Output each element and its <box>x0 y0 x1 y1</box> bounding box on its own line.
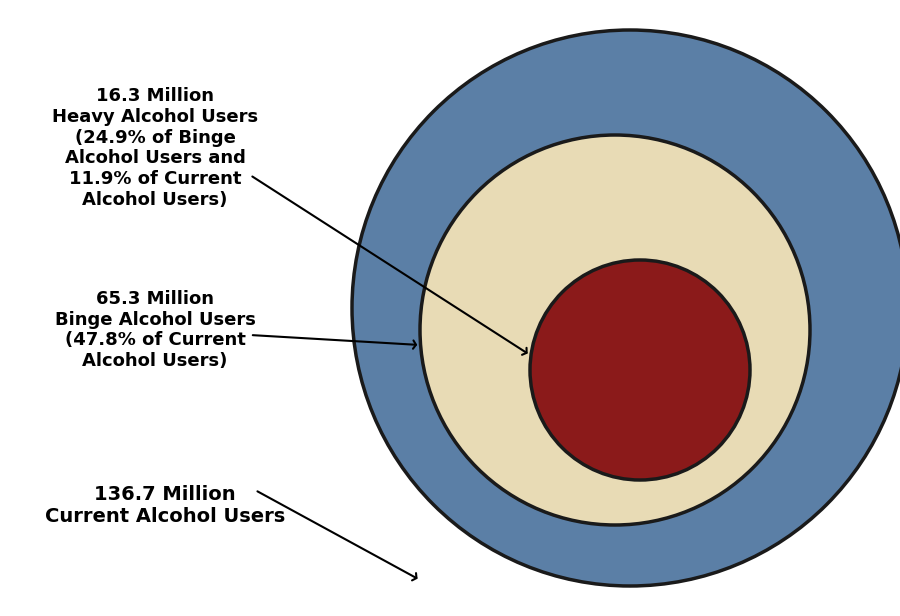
Text: 16.3 Million
Heavy Alcohol Users
(24.9% of Binge
Alcohol Users and
11.9% of Curr: 16.3 Million Heavy Alcohol Users (24.9% … <box>52 87 258 209</box>
Text: 65.3 Million
Binge Alcohol Users
(47.8% of Current
Alcohol Users): 65.3 Million Binge Alcohol Users (47.8% … <box>55 290 256 370</box>
Circle shape <box>352 30 900 586</box>
Circle shape <box>420 135 810 525</box>
Circle shape <box>530 260 750 480</box>
Text: 136.7 Million
Current Alcohol Users: 136.7 Million Current Alcohol Users <box>45 485 285 525</box>
